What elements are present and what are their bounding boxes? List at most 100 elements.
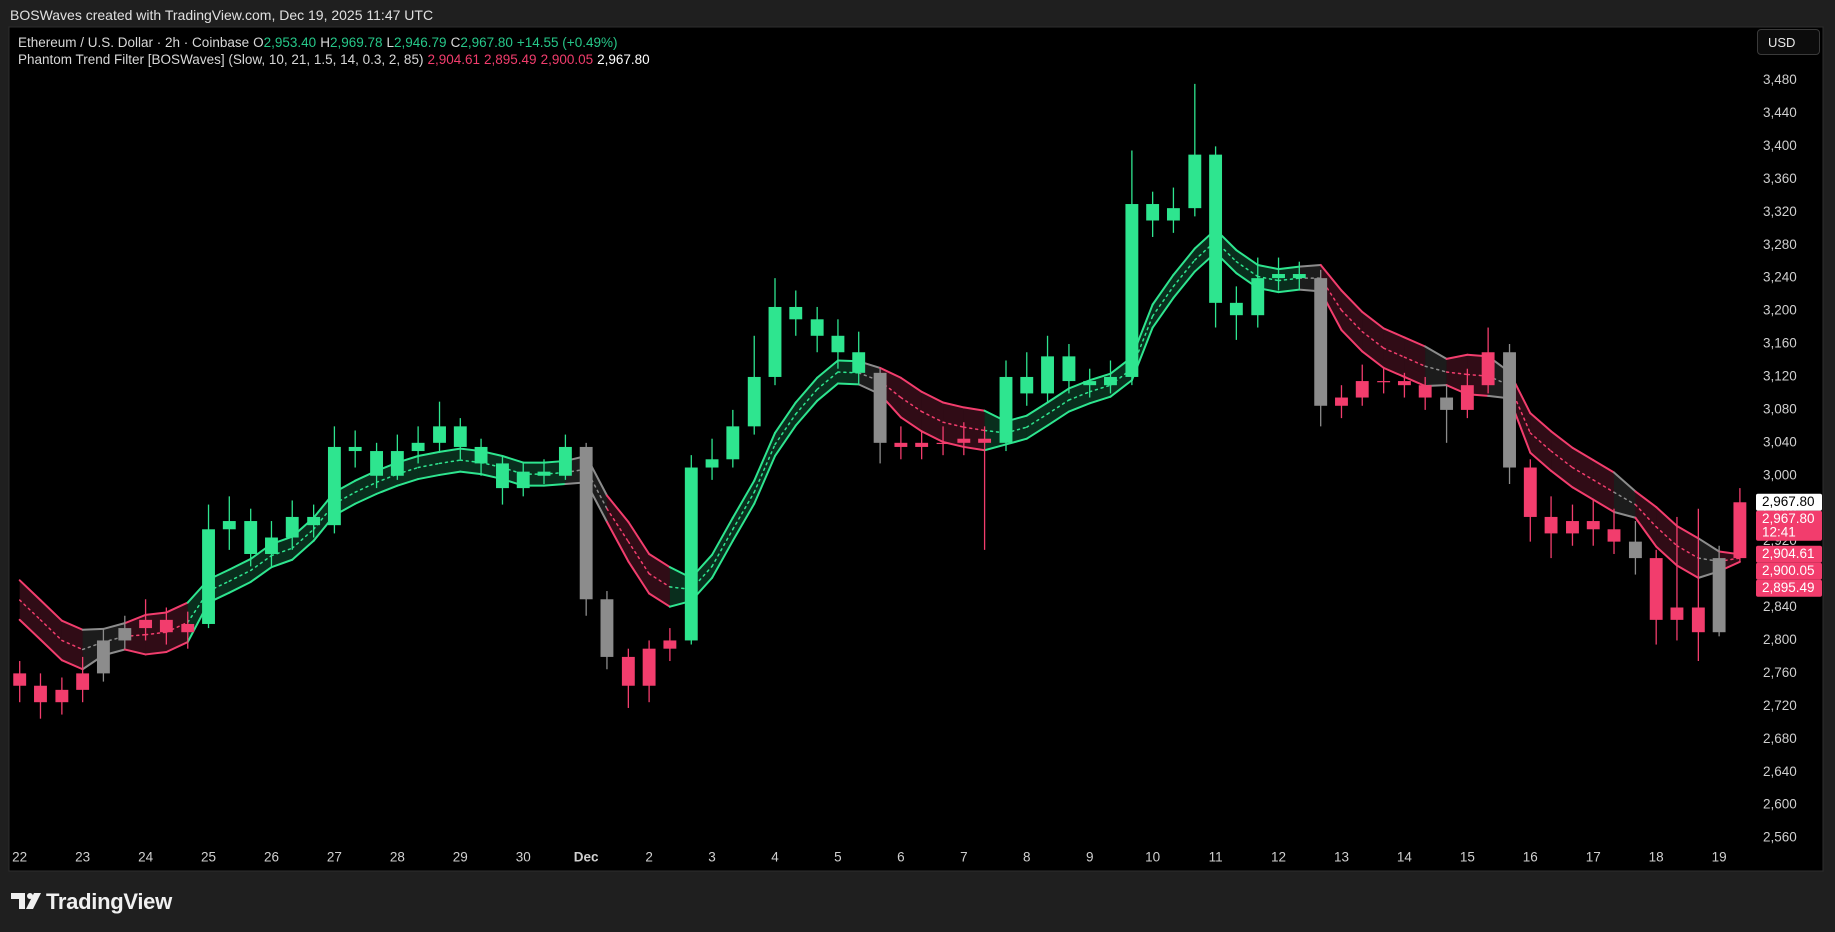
x-tick-label: Dec [574,850,599,865]
y-tick-label: 3,120 [1763,369,1797,384]
price-tag-label: 2,967.80 [1762,511,1815,526]
band-upper [1655,506,1678,527]
candle-body [1733,502,1747,559]
ohlc-key: O [253,35,264,50]
currency-button[interactable]: USD [1757,29,1820,55]
band-upper [1172,247,1196,276]
candle-body [1628,541,1642,559]
candle-body [327,446,341,526]
band-basis [18,599,42,621]
band-lower [1004,437,1028,446]
band-lower [165,641,189,653]
candle-body [370,451,384,476]
price-tag [1756,562,1822,580]
x-tick-label: 13 [1334,850,1349,865]
band-upper [794,376,819,404]
band-upper [899,376,923,393]
band-upper [605,494,630,523]
band-basis [1550,450,1574,469]
band-lower [354,492,378,505]
x-tick-label: 28 [390,850,405,865]
y-tick-label: 2,800 [1763,632,1797,647]
band-upper [627,520,651,555]
band-basis [648,572,671,588]
band-basis [753,443,776,493]
band-lower [1277,288,1301,294]
band-basis [1613,491,1637,506]
band-upper [1340,289,1364,313]
band-basis [1592,479,1615,493]
band-basis [879,380,902,399]
band-basis [1005,426,1028,434]
candle-body [1523,467,1537,517]
band-upper [501,454,525,464]
x-tick-label: 17 [1586,850,1601,865]
band-fill [1278,266,1300,293]
band-lower [731,502,756,542]
band-lower [711,539,734,579]
band-basis [1277,277,1301,282]
x-tick-label: 14 [1397,850,1413,865]
band-fill [1614,472,1636,518]
band-lower [396,478,420,487]
ohlc-key: C [450,35,461,50]
candle-body [1544,516,1558,534]
band-basis [606,507,630,543]
candle-body [1607,529,1621,542]
candle-body [55,689,69,703]
band-basis [795,388,818,415]
y-tick-label: 3,040 [1763,434,1797,449]
band-lower [1655,545,1678,567]
band-lower [144,650,168,656]
candle-body [1649,558,1663,620]
band-upper [1088,372,1112,382]
band-basis [690,565,713,591]
logo-icon [11,893,41,909]
band-upper [648,552,671,569]
x-tick-label: 25 [201,850,216,865]
y-tick-label: 2,600 [1763,797,1797,812]
band-basis [61,639,84,651]
y-tick-label: 3,000 [1763,467,1797,482]
band-lower [648,592,671,608]
candle-body [1251,278,1265,316]
band-upper [1151,273,1175,306]
band-upper [1550,430,1574,449]
band-basis [1109,367,1133,386]
candle-body [747,376,761,427]
band-lower [60,659,84,671]
band-fill [40,600,62,661]
y-tick-label: 3,280 [1763,237,1797,252]
band-lower [627,560,651,595]
band-basis [920,410,944,423]
candle-body [663,640,677,649]
y-tick-label: 2,720 [1763,698,1797,713]
band-lower [375,484,399,495]
band-upper [879,366,902,379]
band-upper [417,450,441,457]
band-upper [1277,265,1301,271]
indicator-value: 2,900.05 [540,52,594,67]
candle-body [202,529,215,624]
band-lower [291,539,315,561]
candle-body [558,446,572,476]
x-tick-label: 18 [1649,850,1664,865]
candle-body [118,628,132,641]
y-tick-label: 3,440 [1763,105,1797,120]
band-basis [1529,432,1552,452]
band-upper [1634,490,1658,509]
x-tick-label: 24 [138,850,154,865]
y-tick-label: 2,680 [1763,731,1797,746]
candle-body [1670,607,1684,620]
x-tick-label: 22 [12,850,27,865]
ohlc-value: 2,969.78 [329,35,383,50]
candle-body [1166,208,1180,221]
band-lower [438,470,462,476]
band-upper [144,611,168,616]
band-lower [1109,379,1133,398]
x-tick-label: 11 [1209,850,1223,865]
price-tag [1756,579,1822,597]
x-tick-label: 16 [1523,850,1538,865]
band-basis [438,459,462,465]
band-lower [459,470,483,476]
